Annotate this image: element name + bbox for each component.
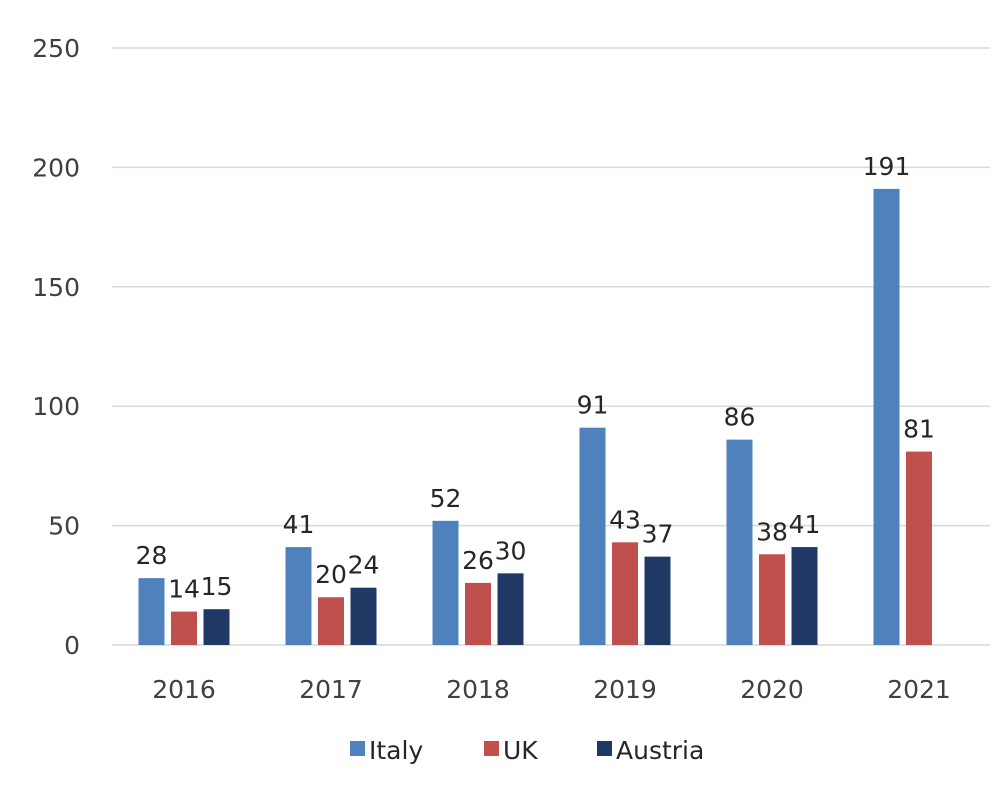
x-tick-label: 2018 — [446, 675, 510, 704]
bar-austria-2020 — [791, 547, 818, 645]
data-label: 52 — [430, 484, 462, 513]
data-label: 37 — [642, 520, 674, 549]
bar-uk-2017 — [318, 597, 344, 645]
x-tick-label: 2021 — [887, 675, 951, 704]
x-tick-label: 2017 — [299, 675, 363, 704]
data-label: 30 — [495, 536, 527, 565]
gridlines — [112, 47, 990, 646]
legend-label-italy: Italy — [369, 736, 423, 765]
bar-italy-2021 — [873, 188, 900, 645]
x-axis: 2016 2017 2018 2019 2020 2021 — [152, 675, 951, 704]
bar-uk-2019 — [612, 542, 638, 645]
y-tick-label: 250 — [32, 34, 80, 63]
data-label: 81 — [903, 415, 935, 444]
data-label: 26 — [462, 546, 494, 575]
data-label: 38 — [756, 517, 788, 546]
bar-italy-2020 — [726, 439, 753, 645]
data-label: 24 — [348, 551, 380, 580]
bar-austria-2018 — [497, 573, 524, 645]
legend-label-austria: Austria — [616, 736, 704, 765]
y-tick-label: 200 — [32, 153, 80, 182]
data-label: 14 — [168, 575, 200, 604]
legend: Italy UK Austria — [350, 736, 704, 765]
bar-austria-2019 — [644, 556, 671, 645]
y-tick-label: 0 — [64, 631, 80, 660]
legend-swatch-austria — [597, 741, 612, 756]
data-label: 91 — [577, 391, 609, 420]
data-label: 15 — [201, 572, 233, 601]
bar-austria-2017 — [350, 587, 377, 645]
data-label: 191 — [863, 152, 911, 181]
data-label: 41 — [789, 510, 821, 539]
x-tick-label: 2020 — [740, 675, 804, 704]
y-tick-label: 150 — [32, 273, 80, 302]
x-tick-label: 2019 — [593, 675, 657, 704]
bar-italy-2016 — [138, 578, 165, 645]
bar-uk-2020 — [759, 554, 785, 645]
data-label: 43 — [609, 505, 641, 534]
bar-austria-2016 — [203, 609, 230, 645]
legend-swatch-uk — [484, 741, 499, 756]
bar-italy-2019 — [579, 427, 606, 645]
bar-italy-2017 — [285, 547, 312, 645]
x-tick-label: 2016 — [152, 675, 216, 704]
bar-uk-2021 — [906, 451, 932, 645]
legend-swatch-italy — [350, 741, 365, 756]
data-label: 28 — [136, 541, 168, 570]
y-axis: 0 50 100 150 200 250 — [32, 34, 80, 660]
bars — [138, 188, 932, 645]
bar-italy-2018 — [432, 520, 459, 645]
legend-label-uk: UK — [503, 736, 538, 765]
bar-uk-2018 — [465, 582, 491, 645]
data-label: 41 — [283, 510, 315, 539]
y-tick-label: 100 — [32, 392, 80, 421]
y-tick-label: 50 — [48, 512, 80, 541]
data-label: 20 — [315, 560, 347, 589]
data-label: 86 — [724, 403, 756, 432]
bar-uk-2016 — [171, 611, 197, 645]
